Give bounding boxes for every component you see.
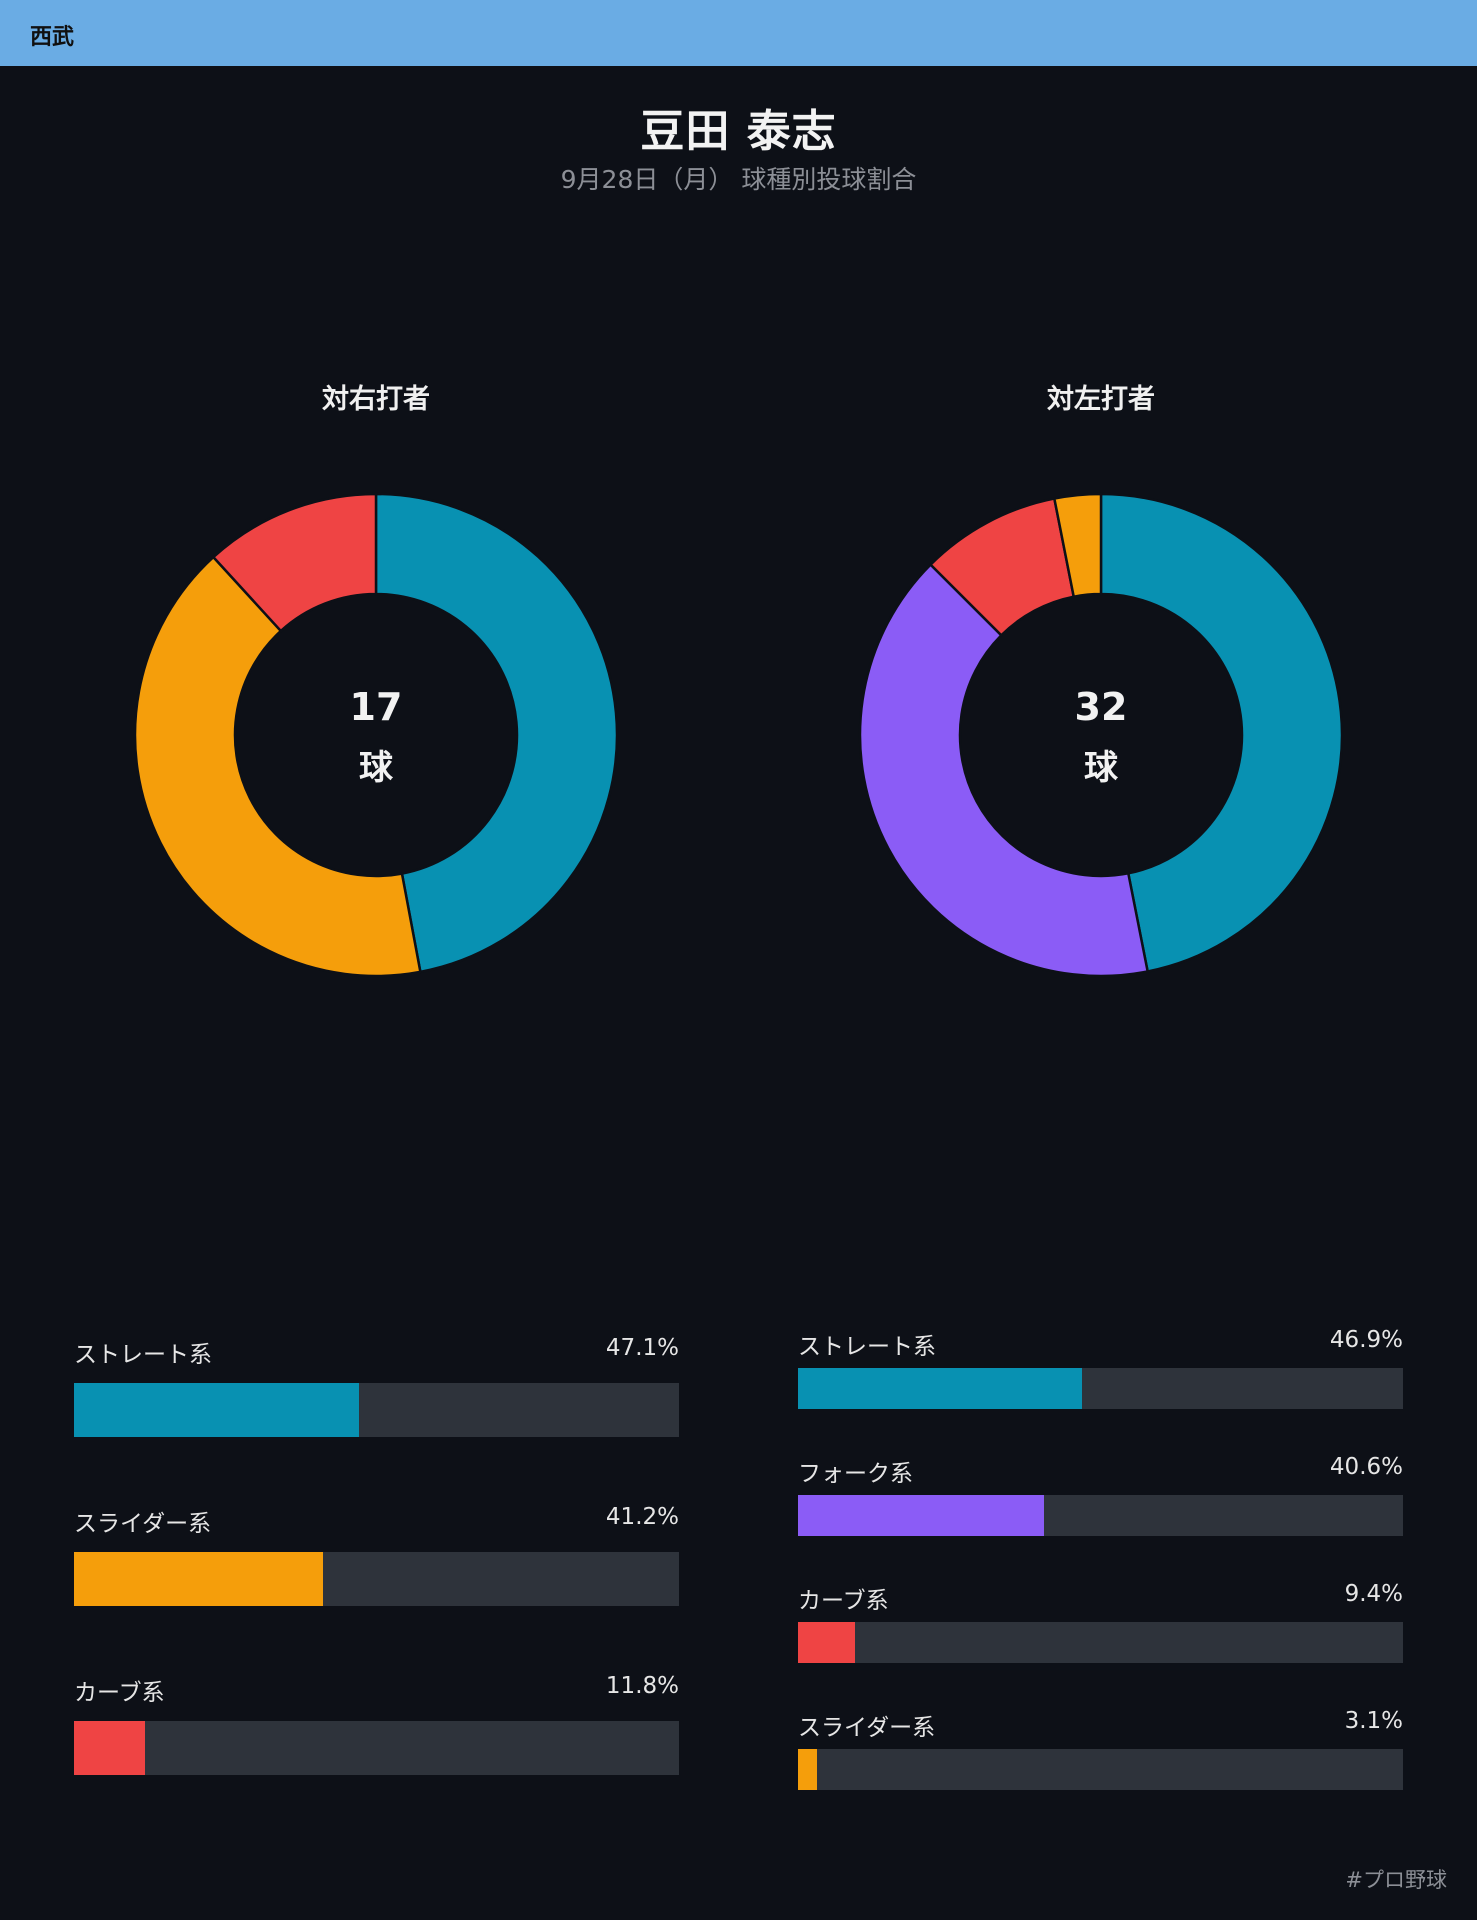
percentage-bar-track: [798, 1495, 1403, 1536]
donut-slice: [1099, 492, 1344, 973]
total-pitch-count: 17: [349, 685, 403, 729]
percentage-label: 11.8%: [605, 1673, 679, 1699]
player-name: 豆田 泰志: [640, 106, 837, 157]
percentage-bar-fill: [798, 1495, 1044, 1536]
donut-slice: [1052, 492, 1103, 599]
legend-item: ストレート系 47.1%: [74, 1335, 679, 1437]
percentage-label: 40.6%: [1329, 1454, 1403, 1480]
donut-svg-left-batters: [858, 492, 1344, 978]
donut-chart-right-batters: 17 球: [131, 490, 621, 980]
chart-title-left-batters: 対左打者: [1047, 384, 1155, 415]
percentage-bar-track: [798, 1368, 1403, 1409]
percentage-label: 3.1%: [1344, 1708, 1403, 1734]
donut-slice: [133, 555, 422, 978]
percentage-bar-track: [74, 1552, 679, 1606]
donut-slice: [211, 492, 378, 633]
pitch-type-label: ストレート系: [798, 1334, 936, 1360]
pitch-unit: 球: [359, 748, 393, 788]
percentage-label: 41.2%: [605, 1504, 679, 1530]
donut-slice: [858, 562, 1150, 978]
donut-slice: [374, 492, 619, 974]
percentage-bar-track: [798, 1622, 1403, 1663]
pitch-type-label: カーブ系: [74, 1680, 165, 1706]
donut-chart-left-batters: 32 球: [856, 490, 1346, 980]
percentage-bar-fill: [74, 1721, 146, 1775]
pitch-type-label: ストレート系: [74, 1342, 212, 1368]
pitch-type-label: スライダー系: [74, 1511, 212, 1537]
percentage-bar-fill: [798, 1749, 817, 1790]
chart-title-right-batters: 対右打者: [322, 384, 430, 415]
percentage-bar-fill: [74, 1552, 324, 1606]
donut-svg-right-batters: [133, 492, 619, 978]
legend-item: スライダー系 3.1%: [798, 1708, 1403, 1790]
team-header-bar: 西武: [0, 0, 1477, 66]
team-name: 西武: [30, 25, 75, 50]
percentage-label: 46.9%: [1329, 1327, 1403, 1353]
legend-item: ストレート系 46.9%: [798, 1327, 1403, 1409]
pitch-type-label: フォーク系: [798, 1461, 913, 1487]
legend-item: カーブ系 9.4%: [798, 1581, 1403, 1663]
percentage-bar-fill: [74, 1383, 359, 1437]
pitch-unit: 球: [1084, 748, 1118, 788]
chart-subtitle: 9月28日（月） 球種別投球割合: [560, 165, 917, 194]
percentage-bar-track: [74, 1383, 679, 1437]
percentage-bar-fill: [798, 1368, 1082, 1409]
hashtag: #プロ野球: [1345, 1868, 1447, 1892]
percentage-label: 47.1%: [605, 1335, 679, 1361]
percentage-bar-fill: [798, 1622, 855, 1663]
percentage-bar-track: [798, 1749, 1403, 1790]
pitch-type-label: カーブ系: [798, 1588, 889, 1614]
percentage-bar-track: [74, 1721, 679, 1775]
pitch-type-label: スライダー系: [798, 1715, 936, 1741]
legend-item: フォーク系 40.6%: [798, 1454, 1403, 1536]
legend-item: スライダー系 41.2%: [74, 1504, 679, 1606]
percentage-label: 9.4%: [1344, 1581, 1403, 1607]
legend-item: カーブ系 11.8%: [74, 1673, 679, 1775]
total-pitch-count: 32: [1074, 685, 1128, 729]
